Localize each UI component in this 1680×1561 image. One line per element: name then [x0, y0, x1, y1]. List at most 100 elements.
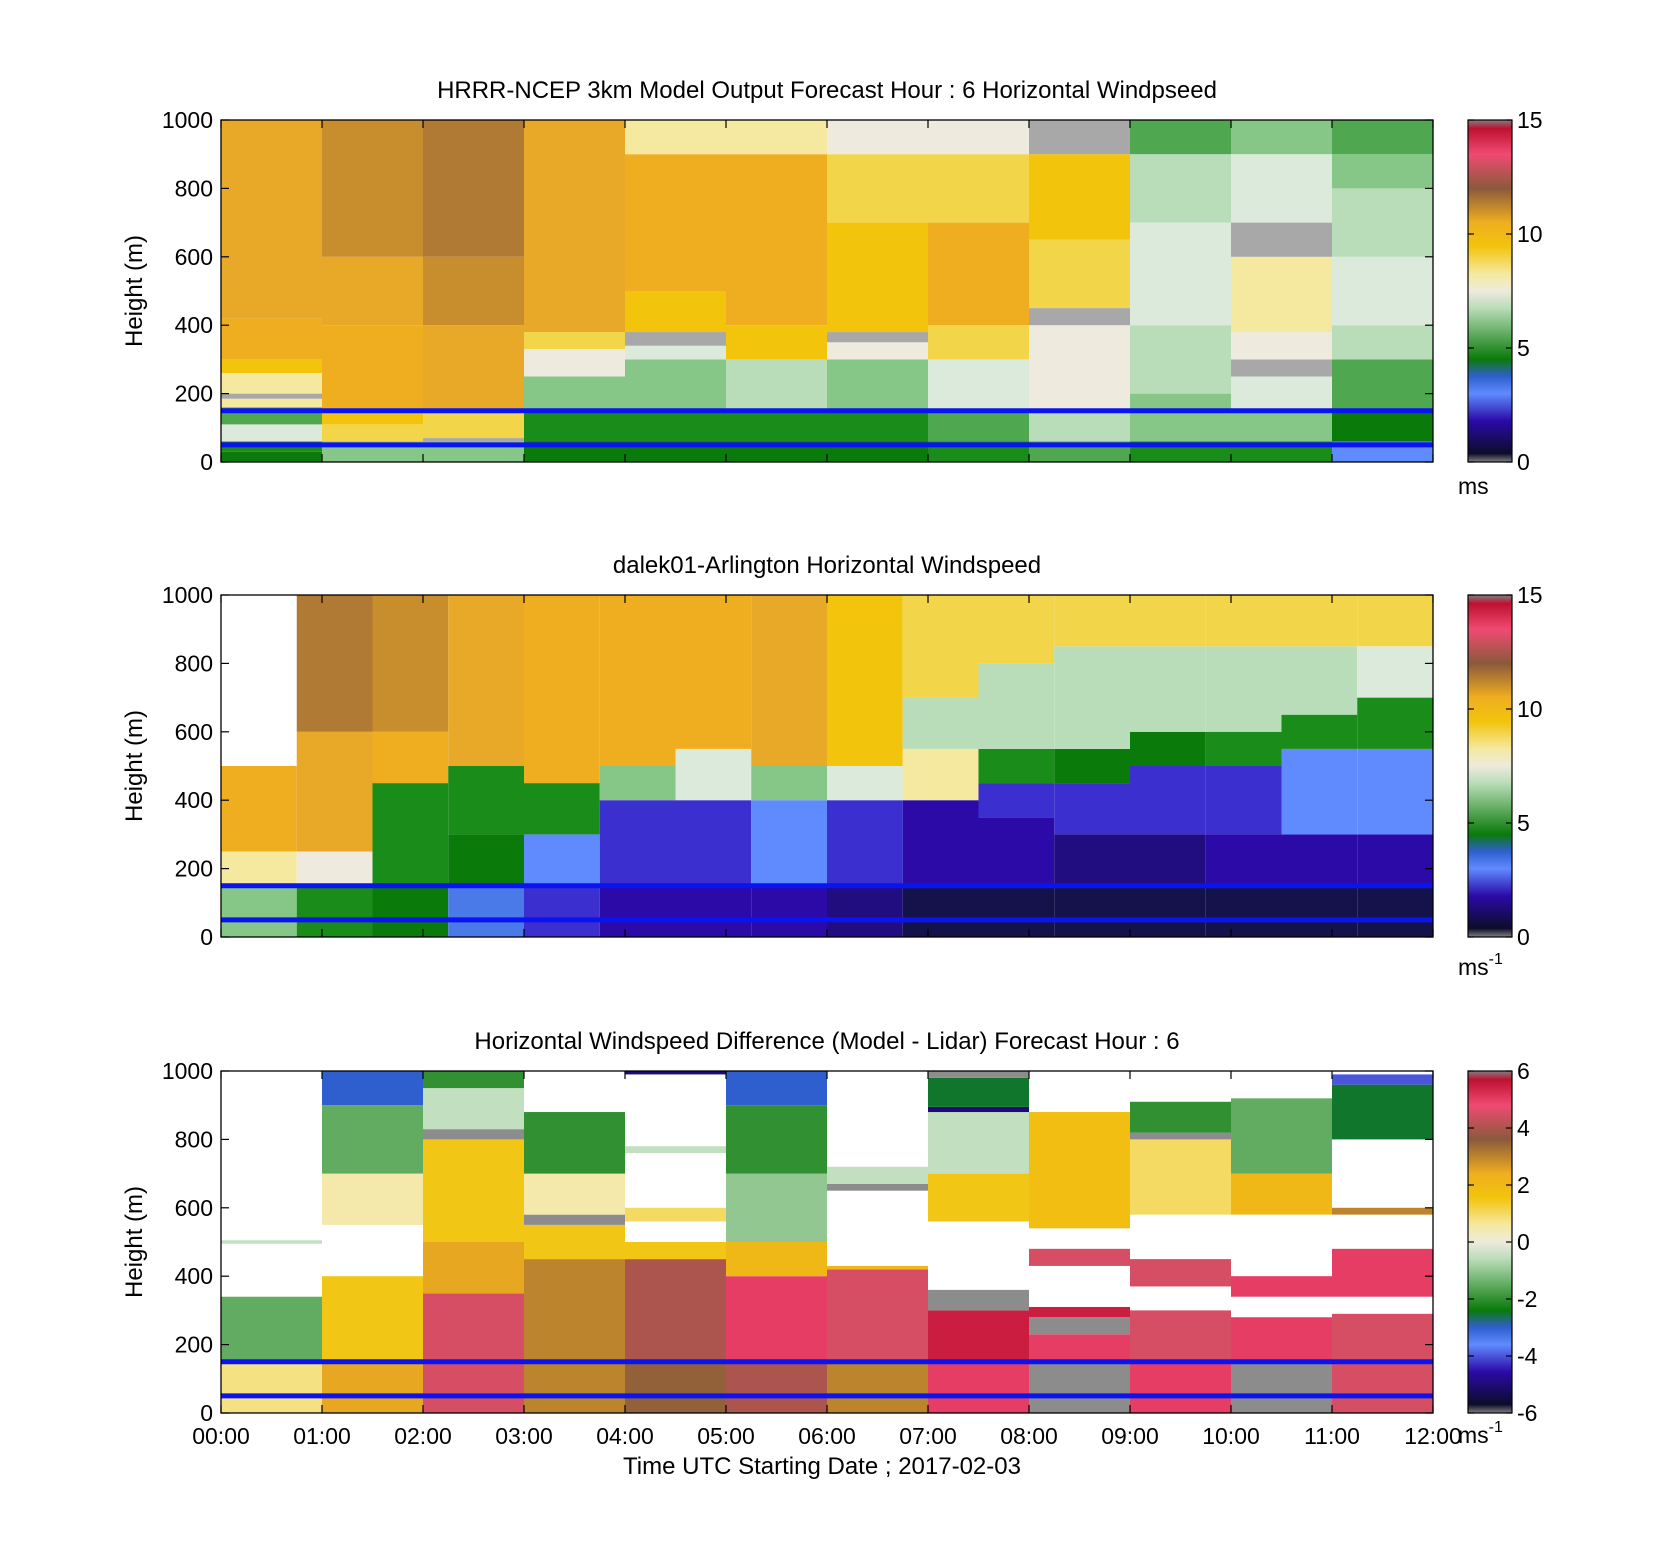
- model-cell-5-1: [726, 410, 827, 442]
- lidar-cell-5-1: [599, 800, 676, 886]
- model-colorbar-label-10: 10: [1517, 221, 1543, 247]
- difference-cell-5-5: [726, 1071, 827, 1106]
- difference-colorbar-unit: ms-1: [1458, 1419, 1503, 1448]
- lidar-cell-11-3: [1054, 748, 1130, 784]
- difference-cell-9-3: [1130, 1139, 1231, 1215]
- difference-cell-4-5: [625, 1071, 726, 1075]
- difference-cell-8-4: [1029, 1248, 1130, 1266]
- difference-cell-7-4: [928, 1112, 1029, 1174]
- lidar-cell-8-0: [827, 885, 903, 937]
- model-cell-4-3: [625, 345, 726, 360]
- lidar-cell-2-1: [372, 783, 449, 886]
- model-cell-11-4: [1332, 256, 1433, 326]
- lidar-windspeed-panel: dalek01-Arlington Horizontal Windspeed H…: [121, 552, 1543, 980]
- difference-cell-2-0: [423, 1361, 524, 1413]
- lidar-cell-14-3: [1281, 714, 1358, 749]
- difference-cell-2-5: [423, 1088, 524, 1130]
- difference-cell-7-5: [928, 1106, 1029, 1113]
- model-y-tick-label-400: 400: [175, 312, 213, 338]
- lidar-cell-7-0: [751, 885, 827, 937]
- difference-cell-8-5: [1029, 1112, 1130, 1229]
- lidar-y-tick-label-1000: 1000: [162, 582, 213, 608]
- model-cell-4-2: [625, 359, 726, 411]
- difference-cell-11-1: [1332, 1313, 1433, 1362]
- difference-cell-7-6: [928, 1077, 1029, 1107]
- lidar-cell-2-2: [372, 731, 449, 784]
- lidar-cell-11-2: [1054, 783, 1130, 835]
- model-cell-2-2: [423, 410, 524, 439]
- model-cell-0-5: [221, 393, 322, 399]
- model-cell-0-9: [221, 120, 322, 319]
- model-cell-11-2: [1332, 359, 1433, 411]
- lidar-cell-12-3: [1130, 731, 1206, 766]
- lidar-cell-9-1: [902, 800, 979, 886]
- time-tick-label-8: 08:00: [1000, 1423, 1058, 1449]
- difference-colorbar-label-4: 4: [1517, 1115, 1530, 1141]
- model-cell-3-2: [524, 376, 625, 411]
- difference-cell-7-7: [928, 1071, 1029, 1078]
- lidar-cell-13-4: [1205, 646, 1282, 732]
- difference-cell-8-1: [1029, 1334, 1130, 1362]
- difference-y-tick-label-400: 400: [175, 1263, 213, 1289]
- model-reference-lines: [221, 408, 1433, 448]
- difference-cell-0-2: [221, 1240, 322, 1244]
- model-cell-6-7: [827, 120, 928, 155]
- difference-reference-lines: [221, 1359, 1433, 1399]
- difference-cell-11-2: [1332, 1248, 1433, 1297]
- lidar-colorbar-gradient: [1467, 594, 1513, 938]
- difference-cell-7-2: [928, 1289, 1029, 1311]
- model-cell-3-5: [524, 120, 625, 333]
- difference-cell-8-0: [1029, 1361, 1130, 1413]
- lidar-cell-8-3: [827, 595, 903, 766]
- difference-cell-7-0: [928, 1361, 1029, 1413]
- model-colorbar: 0 5 10 15 ms: [1458, 107, 1543, 499]
- difference-cell-6-2: [827, 1265, 928, 1270]
- lidar-cell-5-2: [599, 766, 676, 801]
- lidar-cell-5-3: [599, 595, 676, 766]
- model-cell-11-3: [1332, 325, 1433, 360]
- model-cell-11-7: [1332, 120, 1433, 155]
- lidar-cell-10-4: [978, 663, 1055, 749]
- difference-cell-4-0: [625, 1361, 726, 1413]
- lidar-colorbar-label-0: 0: [1517, 924, 1530, 950]
- lidar-cell-1-1: [296, 851, 373, 886]
- time-tick-label-4: 04:00: [596, 1423, 654, 1449]
- lidar-cell-6-0: [675, 885, 752, 937]
- model-cell-6-4: [827, 332, 928, 343]
- model-cell-11-5: [1332, 188, 1433, 257]
- difference-cell-3-3: [524, 1214, 625, 1225]
- difference-cell-5-4: [726, 1105, 827, 1174]
- lidar-cell-6-3: [675, 595, 752, 749]
- lidar-cell-5-0: [599, 885, 676, 937]
- lidar-cell-15-5: [1357, 595, 1433, 647]
- difference-cell-2-6: [423, 1071, 524, 1089]
- lidar-cell-13-0: [1205, 885, 1282, 937]
- model-cell-9-1: [1130, 393, 1231, 442]
- lidar-cell-9-2: [902, 748, 979, 801]
- model-cell-6-2: [827, 359, 928, 411]
- model-cell-5-4: [726, 154, 827, 326]
- difference-cell-3-5: [524, 1112, 625, 1174]
- lidar-unit-exponent: -1: [1489, 951, 1503, 968]
- lidar-cell-3-3: [448, 595, 524, 766]
- model-cell-8-2: [1029, 325, 1130, 411]
- model-heatmap: [221, 120, 1433, 462]
- lidar-cell-10-5: [978, 595, 1055, 664]
- difference-cell-3-0: [524, 1361, 625, 1413]
- model-y-axis-label: Height (m): [121, 235, 148, 347]
- difference-colorbar-ticks: -6 -4 -2 0 2 4 6: [1468, 1058, 1538, 1426]
- model-cell-0-4: [221, 398, 322, 408]
- model-cell-4-1: [625, 410, 726, 442]
- time-tick-label-9: 09:00: [1101, 1423, 1159, 1449]
- difference-colorbar-gradient: [1467, 1070, 1513, 1414]
- difference-cell-10-4: [1231, 1098, 1332, 1174]
- difference-cell-1-1: [322, 1276, 423, 1362]
- lidar-colorbar: 0 5 10 15 ms-1: [1458, 582, 1543, 980]
- model-cell-4-5: [625, 291, 726, 333]
- difference-cell-5-3: [726, 1173, 827, 1242]
- difference-cell-4-1: [625, 1259, 726, 1362]
- difference-cell-7-3: [928, 1173, 1029, 1222]
- difference-cell-7-1: [928, 1310, 1029, 1362]
- model-y-tick-label-600: 600: [175, 244, 213, 270]
- model-cell-6-6: [827, 154, 928, 223]
